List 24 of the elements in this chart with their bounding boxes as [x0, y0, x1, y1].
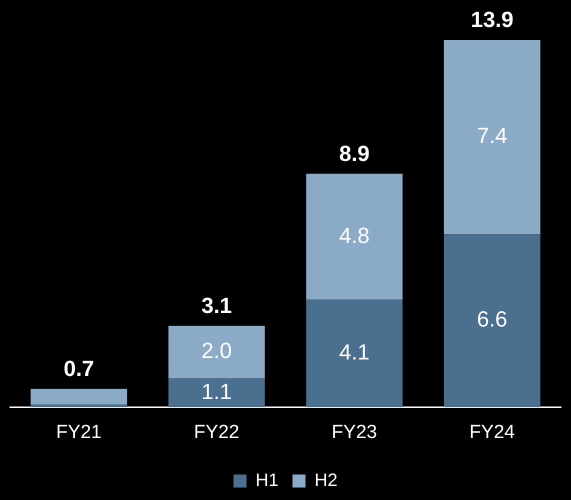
bar	[444, 234, 540, 408]
bar	[306, 174, 403, 300]
total-label: 3.1	[201, 292, 232, 318]
total-label: 8.9	[339, 140, 370, 166]
x-tick-label: FY24	[469, 422, 516, 443]
bar	[30, 404, 128, 408]
data-label: 4.8	[339, 222, 370, 248]
x-tick-label: FY23	[332, 422, 378, 443]
total-label: 13.9	[470, 7, 514, 32]
legend-label: H1	[255, 470, 279, 490]
bar	[168, 326, 265, 378]
bar	[306, 300, 403, 408]
x-tick-label: FY22	[194, 422, 240, 443]
data-label: 2.0	[201, 338, 232, 364]
data-label: 7.4	[476, 123, 508, 148]
total-label: 0.7	[64, 356, 94, 381]
x-tick-label: FY21	[56, 422, 102, 443]
legend-label: H2	[314, 470, 338, 490]
data-label: 6.6	[476, 306, 508, 332]
bar	[168, 378, 265, 408]
data-label: 1.1	[201, 378, 232, 404]
bar	[30, 388, 128, 405]
data-label: 4.1	[339, 339, 370, 364]
bar	[444, 40, 540, 234]
